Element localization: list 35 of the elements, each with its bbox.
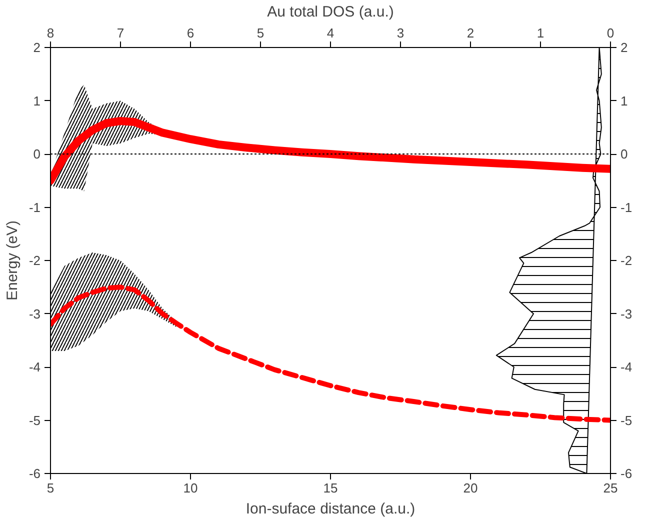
- y2-tick-label: 0: [620, 146, 628, 162]
- y2-tick-label: 2: [620, 40, 628, 55]
- y-tick-label: 2: [33, 40, 41, 55]
- y-tick-label: 0: [33, 146, 41, 162]
- y2-tick-label: -4: [620, 360, 632, 374]
- x2-tick-label: 6: [186, 26, 194, 40]
- y2-tick-label: 1: [620, 93, 628, 108]
- y2-tick-label: -5: [620, 412, 632, 428]
- y-tick-label: -1: [28, 200, 41, 215]
- x-tick-label: 5: [46, 480, 54, 496]
- y2-tick-label: -3: [620, 306, 632, 322]
- x-tick-label: 15: [323, 480, 338, 496]
- x2-tick-label: 2: [466, 26, 474, 40]
- x-tick-label: 25: [603, 480, 618, 496]
- x2-tick-label: 7: [116, 26, 124, 40]
- x2-tick-label: 1: [536, 26, 544, 40]
- y-tick-label: -5: [28, 412, 41, 428]
- y-axis-title: Energy (eV): [4, 220, 21, 301]
- x2-tick-label: 5: [256, 26, 264, 40]
- y2-tick-label: -1: [620, 200, 632, 215]
- x2-tick-label: 0: [606, 26, 614, 40]
- y-tick-label: -4: [28, 360, 41, 374]
- y2-tick-label: -2: [620, 253, 632, 268]
- y-tick-label: 1: [33, 93, 41, 108]
- y-tick-label: -2: [28, 253, 41, 268]
- x-axis-title: Ion-suface distance (a.u.): [246, 500, 416, 518]
- y-tick-label: -3: [28, 306, 41, 322]
- x2-tick-label: 8: [46, 26, 54, 40]
- x-tick-label: 10: [183, 480, 198, 496]
- x2-axis-title: Au total DOS (a.u.): [267, 4, 394, 20]
- x-tick-label: 20: [463, 480, 478, 496]
- x2-tick-label: 4: [326, 26, 334, 40]
- x2-tick-label: 3: [396, 26, 404, 40]
- y-tick-label: -6: [28, 466, 41, 481]
- y2-tick-label: -6: [620, 466, 632, 481]
